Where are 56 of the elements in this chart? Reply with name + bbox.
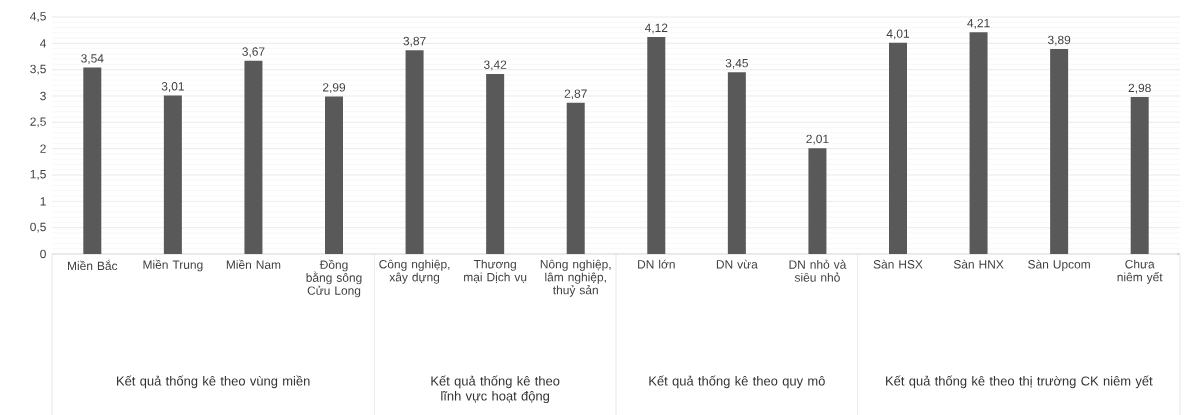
x-tick-label: Thương mại Dịch vụ — [464, 259, 527, 283]
data-label: 3,54 — [81, 54, 104, 64]
y-tick-label: 2 — [40, 144, 46, 153]
y-tick-label: 3,5 — [30, 64, 46, 75]
bar — [1130, 96, 1149, 254]
data-label: 2,98 — [1128, 83, 1151, 94]
bar — [1050, 49, 1069, 254]
bar — [727, 72, 746, 254]
data-label: 2,01 — [806, 134, 829, 145]
x-tick-label: Miền Bắc — [68, 259, 118, 271]
bar — [163, 95, 182, 254]
y-tick-label: 3 — [40, 91, 46, 101]
data-label: 2,87 — [564, 89, 587, 100]
y-tick-label: 1,5 — [30, 170, 46, 180]
data-label: 3,89 — [1047, 35, 1071, 46]
x-tick-label: Miền Nam — [226, 259, 281, 269]
y-tick-label: 0,5 — [30, 222, 46, 233]
data-label: 2,99 — [322, 83, 346, 93]
x-tick-label: Nông nghiệp, lâm nghiệp, thuỷ sản — [540, 259, 611, 297]
x-tick-label: DN vừa — [716, 259, 758, 269]
text: Kết quả thống kê theo vùng miền — [117, 375, 310, 389]
y-tick-label: 4,5 — [30, 12, 46, 22]
data-label: 3,01 — [161, 81, 184, 92]
data-label: 4,01 — [886, 29, 910, 40]
text: Kết quả thống kê theo quy mô — [649, 375, 825, 389]
y-tick-label: 1 — [40, 197, 46, 206]
x-tick-label: Sàn HNX — [953, 259, 1004, 269]
y-tick-label: 4 — [40, 39, 47, 48]
bar — [405, 50, 424, 254]
x-tick-label: DN nhỏ và siêu nhỏ — [789, 259, 847, 282]
data-label: 3,67 — [242, 47, 265, 58]
y-tick-label: 0 — [40, 249, 46, 259]
text: Kết quả thống kê theo thị trường CK niêm yết — [886, 375, 1153, 389]
y-tick-label: 2,5 — [30, 117, 46, 128]
x-tick-label: DN lớn — [638, 259, 675, 269]
data-label: 4,21 — [967, 18, 990, 29]
x-tick-label: Miền Trung — [143, 259, 203, 272]
data-label: 3,42 — [483, 60, 507, 71]
bar — [83, 67, 102, 254]
x-tick-label: Đồng bằng sông Cửu Long — [306, 259, 362, 298]
x-tick-label: Sàn Upcom — [1028, 259, 1090, 271]
x-tick-label: Chưa niêm yết — [1117, 259, 1163, 284]
text: Kết quả thống kê theo lĩnh vực hoạt động — [431, 375, 560, 403]
data-label: 3,45 — [725, 58, 748, 69]
bar — [808, 148, 827, 254]
bar — [889, 42, 907, 254]
data-label: 3,87 — [403, 36, 426, 47]
bar — [244, 60, 263, 254]
bar — [566, 102, 585, 254]
x-tick-label: Sàn HSX — [873, 259, 923, 269]
x-tick-label: Công nghiệp, xây dựng — [379, 259, 450, 284]
bar — [647, 36, 666, 254]
bar — [325, 96, 344, 254]
bar — [486, 73, 505, 254]
bar — [969, 32, 988, 254]
data-label: 4,12 — [644, 23, 668, 34]
